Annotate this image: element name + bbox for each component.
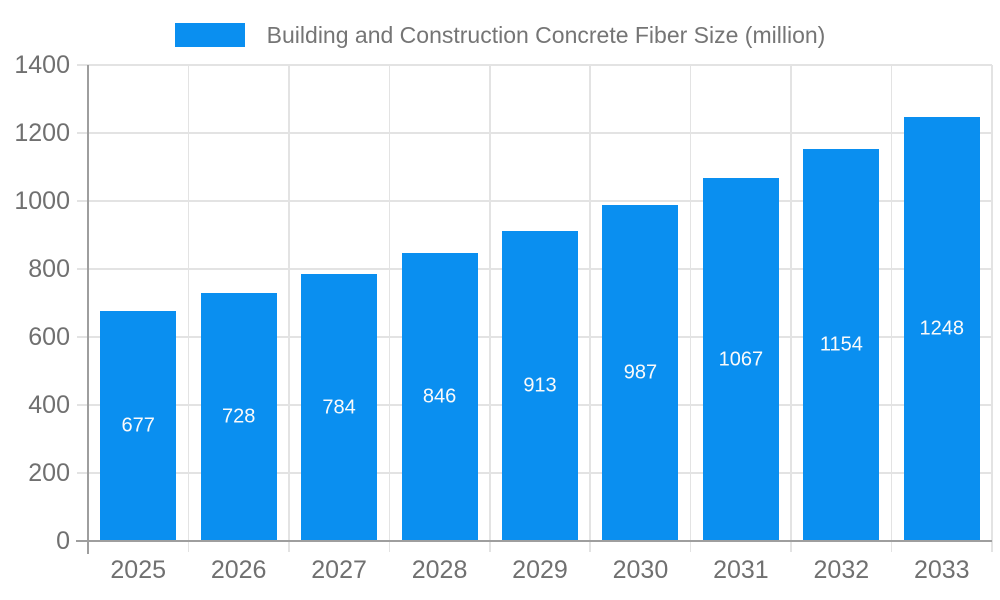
x-gridline (187, 65, 190, 552)
x-gridline (489, 65, 491, 552)
legend-label: Building and Construction Concrete Fiber… (266, 22, 826, 48)
bar: 1248 (903, 116, 980, 541)
y-gridline (88, 200, 992, 202)
bar: 987 (602, 205, 679, 541)
x-axis-label: 2025 (110, 556, 167, 584)
bar-value-label: 784 (322, 396, 356, 419)
bar: 1154 (803, 148, 880, 541)
bar: 677 (100, 310, 177, 541)
x-axis-label: 2027 (311, 556, 367, 584)
bar-value-label: 987 (623, 361, 658, 384)
y-axis-label: 1000 (14, 187, 70, 215)
x-axis-label: 2031 (713, 556, 769, 584)
bar-value-label: 728 (221, 405, 256, 428)
y-tick (77, 64, 88, 66)
y-axis-line (87, 65, 89, 554)
y-axis-label: 1200 (14, 119, 70, 147)
bar: 728 (200, 293, 277, 541)
x-axis-label: 2028 (411, 556, 468, 584)
y-tick (77, 472, 88, 474)
legend-swatch (174, 23, 245, 47)
bar: 913 (502, 230, 578, 541)
bar: 846 (401, 253, 478, 541)
bar-value-label: 846 (422, 385, 457, 408)
y-gridline (88, 64, 992, 66)
bar-value-label: 1067 (718, 348, 764, 371)
bar-value-label: 1154 (819, 333, 863, 356)
bar: 784 (301, 274, 378, 541)
x-gridline (589, 65, 591, 552)
legend: Building and Construction Concrete Fiber… (0, 23, 1000, 47)
y-gridline (88, 132, 992, 134)
y-tick (77, 404, 88, 406)
bar: 1067 (702, 178, 779, 541)
plot-area: 0 200 400 600 800 1000 1200 1400 677 2025 728 2026 7… (14, 51, 993, 584)
x-gridline (689, 65, 692, 552)
y-axis-label: 800 (28, 255, 70, 283)
y-tick (77, 268, 88, 270)
x-gridline (388, 65, 391, 552)
y-axis-label: 0 (56, 527, 70, 555)
y-axis-label: 1400 (14, 51, 70, 79)
x-axis-label: 2029 (512, 556, 568, 584)
x-gridline (991, 65, 993, 552)
x-axis-label: 2030 (612, 556, 669, 584)
x-gridline (890, 65, 893, 552)
bar-value-label: 677 (121, 414, 155, 437)
x-axis-label: 2033 (913, 556, 970, 584)
bar-value-label: 1248 (919, 317, 965, 340)
y-axis-label: 600 (28, 323, 70, 351)
y-tick (77, 336, 88, 338)
x-axis-line (76, 540, 992, 542)
x-gridline (288, 65, 290, 552)
y-axis-label: 400 (28, 391, 70, 419)
x-gridline (790, 65, 792, 552)
x-axis-label: 2032 (813, 556, 870, 584)
y-tick (77, 200, 88, 202)
bar-value-label: 913 (523, 374, 557, 397)
x-axis-label: 2026 (210, 556, 267, 584)
y-tick (77, 132, 88, 134)
y-axis-label: 200 (28, 459, 70, 487)
